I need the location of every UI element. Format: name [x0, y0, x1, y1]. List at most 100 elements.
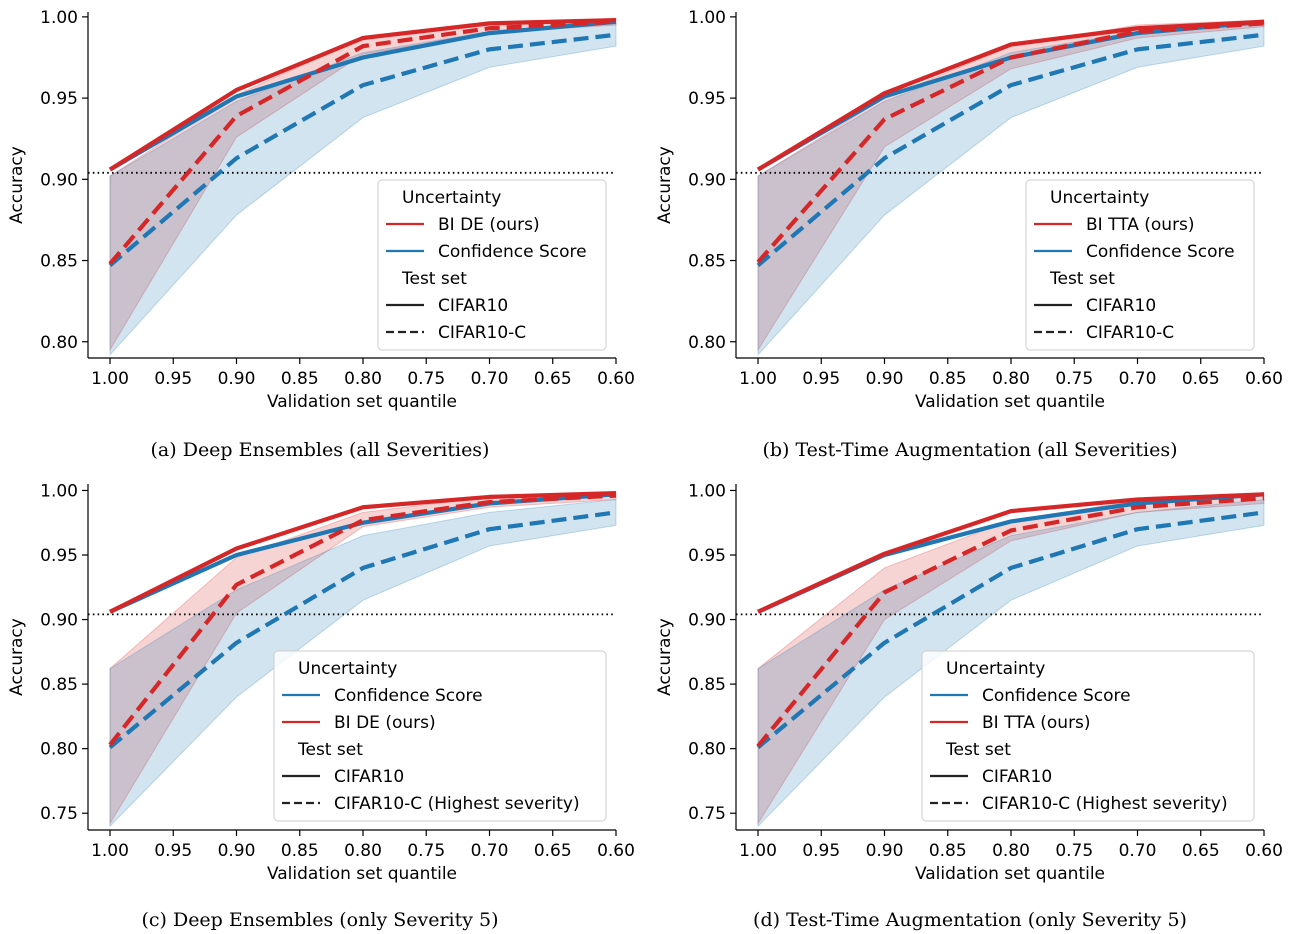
y-tick-label: 0.85 — [688, 252, 726, 272]
chart-panel-b: 0.80 0.85 0.90 0.95 1.00 1.00 0.95 0.90 0.85 0.80… — [655, 8, 1283, 461]
x-tick-label: 0.85 — [929, 369, 967, 389]
x-axis-label: Validation set quantile — [915, 392, 1105, 412]
x-tick-label: 0.70 — [471, 369, 509, 389]
x-tick: 0.80 — [992, 830, 1030, 861]
legend-section-title: Uncertainty — [298, 659, 397, 679]
legend-label: BI DE (ours) — [438, 215, 540, 235]
y-tick-label: 1.00 — [688, 481, 726, 501]
y-tick: 0.90 — [40, 611, 88, 631]
x-tick: 0.65 — [1182, 358, 1220, 389]
legend-label: BI TTA (ours) — [1086, 215, 1195, 235]
series-line-conf-clean — [108, 19, 617, 172]
x-tick: 0.75 — [1055, 358, 1093, 389]
x-tick: 0.90 — [218, 358, 256, 389]
y-tick-label: 0.90 — [688, 611, 726, 631]
legend-section-title: Uncertainty — [946, 659, 1045, 679]
y-tick-label: 0.90 — [40, 611, 78, 631]
x-tick-label: 0.95 — [802, 369, 840, 389]
legend: Uncertainty Confidence Score BI TTA (ours)… — [921, 650, 1255, 822]
legend-label: BI DE (ours) — [334, 713, 436, 733]
x-tick-label: 0.70 — [1119, 841, 1157, 861]
confidence-band-bi — [757, 19, 1265, 352]
subfigure-caption: (a) Deep Ensembles (all Severities) — [151, 439, 490, 461]
x-tick: 0.95 — [802, 830, 840, 861]
y-tick-label: 0.95 — [688, 89, 726, 109]
x-tick-label: 0.70 — [471, 841, 509, 861]
x-tick: 0.90 — [866, 358, 904, 389]
x-tick-label: 0.90 — [218, 369, 256, 389]
series-line-bi-clean — [108, 18, 617, 172]
y-axis-label: Accuracy — [7, 618, 27, 696]
x-tick: 0.60 — [597, 358, 635, 389]
y-axis-label: Accuracy — [655, 146, 675, 224]
x-tick-label: 1.00 — [91, 369, 129, 389]
y-axis-label: Accuracy — [655, 618, 675, 696]
x-tick: 0.70 — [1119, 830, 1157, 861]
x-tick: 0.75 — [407, 358, 445, 389]
y-tick: 0.90 — [688, 170, 736, 190]
y-tick: 0.90 — [40, 170, 88, 190]
x-tick-label: 0.70 — [1119, 369, 1157, 389]
y-tick: 0.95 — [40, 89, 88, 109]
legend: Uncertainty Confidence Score BI DE (ours) T… — [273, 650, 607, 822]
x-tick: 0.75 — [407, 830, 445, 861]
x-tick-label: 1.00 — [91, 841, 129, 861]
y-tick: 0.95 — [688, 89, 736, 109]
x-tick-label: 0.90 — [218, 841, 256, 861]
y-tick: 1.00 — [688, 8, 736, 28]
legend-section-title: Uncertainty — [1050, 188, 1149, 208]
confidence-band-conf — [109, 498, 617, 828]
x-tick-label: 0.60 — [597, 841, 635, 861]
x-tick-label: 0.80 — [344, 841, 382, 861]
x-tick: 0.80 — [992, 358, 1030, 389]
subfigure-caption: (d) Test-Time Augmentation (only Severit… — [753, 909, 1187, 931]
x-tick: 0.95 — [154, 358, 192, 389]
x-tick-label: 0.95 — [154, 369, 192, 389]
x-tick-label: 0.95 — [154, 841, 192, 861]
series-line-bi-clean — [757, 492, 1265, 614]
y-tick-label: 0.80 — [688, 740, 726, 760]
y-tick-label: 0.85 — [688, 675, 726, 695]
y-tick: 0.85 — [40, 252, 88, 272]
y-tick-label: 0.75 — [40, 804, 78, 824]
confidence-band-bi — [109, 491, 617, 826]
series-line-bi-clean — [756, 19, 1265, 172]
x-tick-label: 0.65 — [534, 841, 572, 861]
x-axis-label: Validation set quantile — [267, 392, 457, 412]
x-tick-label: 0.90 — [866, 369, 904, 389]
series-line-bi-corrupted — [756, 496, 1265, 748]
y-tick: 0.85 — [40, 675, 88, 695]
x-tick-label: 0.85 — [281, 369, 319, 389]
x-tick-label: 1.00 — [739, 369, 777, 389]
legend-label: Confidence Score — [982, 686, 1131, 706]
y-tick-label: 1.00 — [40, 481, 78, 501]
series-line-bi-corrupted — [108, 493, 617, 747]
legend-label: Confidence Score — [1086, 242, 1235, 262]
confidence-band-bi — [757, 492, 1265, 826]
y-tick-label: 0.90 — [40, 170, 78, 190]
x-tick: 0.60 — [597, 830, 635, 861]
x-tick: 0.70 — [471, 358, 509, 389]
legend-label: CIFAR10 — [1086, 296, 1156, 316]
x-tick-label: 0.60 — [1245, 369, 1283, 389]
y-tick: 1.00 — [40, 8, 88, 28]
x-tick: 0.95 — [154, 830, 192, 861]
series-line-bi-corrupted — [756, 21, 1265, 264]
x-tick: 0.65 — [1182, 830, 1220, 861]
y-tick-label: 0.95 — [688, 546, 726, 566]
y-tick-label: 0.80 — [688, 333, 726, 353]
y-tick-label: 0.75 — [688, 804, 726, 824]
x-tick: 0.85 — [281, 358, 319, 389]
legend-label: CIFAR10 — [438, 296, 508, 316]
x-tick: 0.70 — [1119, 358, 1157, 389]
x-tick: 0.60 — [1245, 358, 1283, 389]
x-tick: 0.60 — [1245, 830, 1283, 861]
y-tick-label: 0.90 — [688, 170, 726, 190]
x-tick: 0.90 — [218, 830, 256, 861]
y-tick: 0.85 — [688, 252, 736, 272]
x-tick: 1.00 — [739, 830, 777, 861]
x-tick-label: 0.60 — [1245, 841, 1283, 861]
legend: Uncertainty BI DE (ours) Confidence Score T… — [377, 179, 607, 351]
series-line-conf-corrupted — [108, 510, 617, 749]
legend-label: BI TTA (ours) — [982, 713, 1091, 733]
